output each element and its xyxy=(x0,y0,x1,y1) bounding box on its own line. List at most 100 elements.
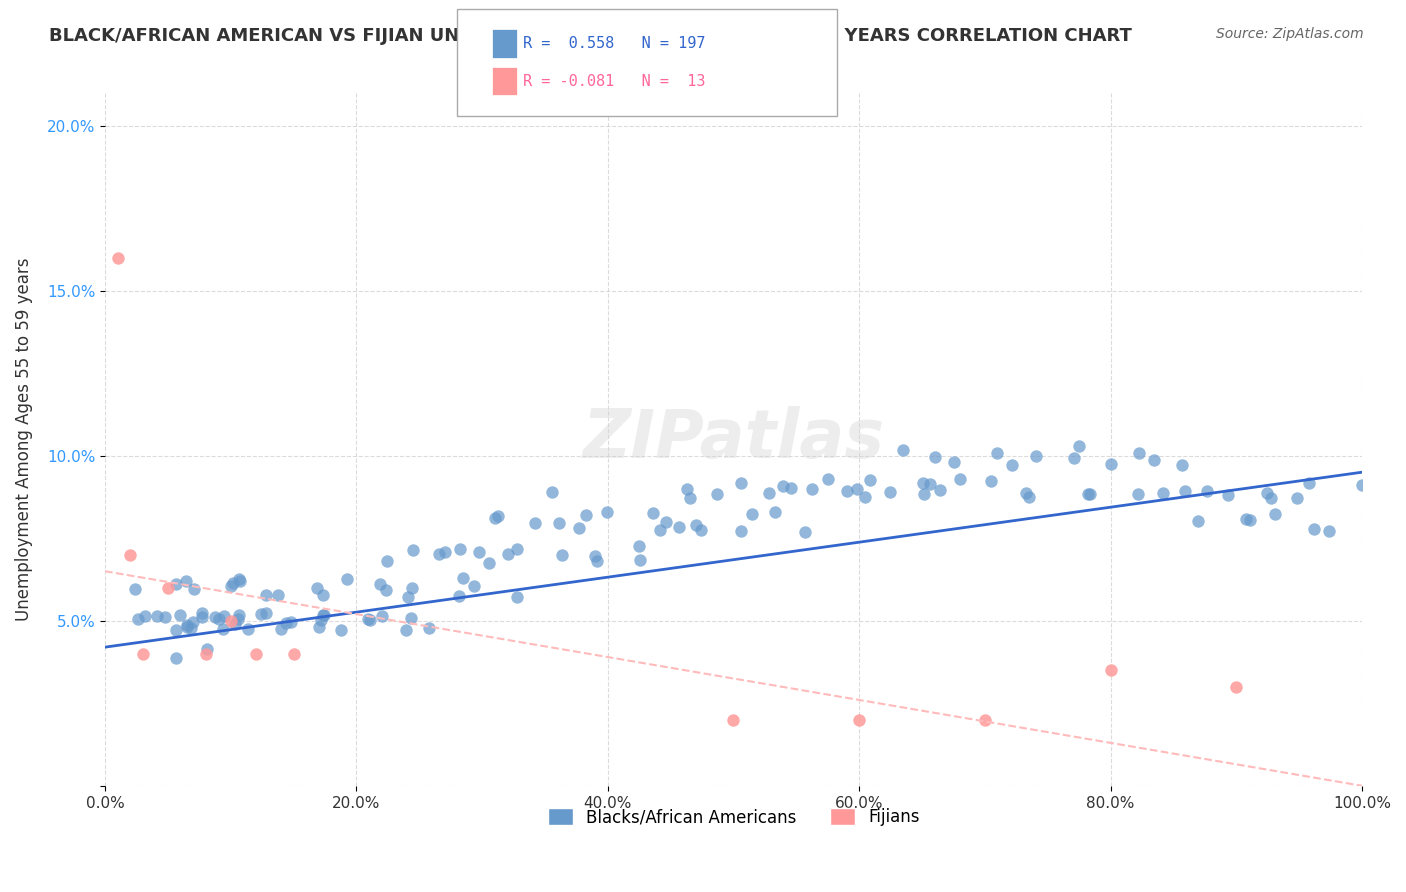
Point xyxy=(1216,488,1239,502)
Point xyxy=(254,588,277,602)
Point xyxy=(427,547,450,561)
Point xyxy=(1302,522,1324,536)
Point xyxy=(1171,458,1194,473)
Point xyxy=(685,518,707,533)
Point xyxy=(165,651,187,665)
Point xyxy=(524,516,547,531)
Point xyxy=(401,581,423,595)
Point xyxy=(221,579,243,593)
Point xyxy=(433,544,456,558)
Point xyxy=(1063,451,1085,466)
Point xyxy=(486,508,509,523)
Point xyxy=(249,607,271,621)
Point xyxy=(156,581,179,595)
Text: R = -0.081   N =  13: R = -0.081 N = 13 xyxy=(523,74,706,88)
Point xyxy=(920,477,942,491)
Point xyxy=(586,554,609,568)
Point xyxy=(679,491,702,505)
Point xyxy=(949,472,972,486)
Point xyxy=(402,542,425,557)
Point xyxy=(222,575,245,590)
Point xyxy=(267,588,290,602)
Point xyxy=(1317,524,1340,538)
Point xyxy=(195,641,218,656)
Point xyxy=(891,442,914,457)
Point xyxy=(228,572,250,586)
Point xyxy=(449,542,471,557)
Point xyxy=(228,607,250,622)
Point xyxy=(986,446,1008,460)
Point xyxy=(174,574,197,588)
Point xyxy=(1298,476,1320,491)
Point xyxy=(309,613,332,627)
Point xyxy=(506,541,529,556)
Point xyxy=(723,713,745,727)
Point xyxy=(1239,513,1261,527)
Point xyxy=(190,606,212,620)
Point xyxy=(194,647,217,661)
Point xyxy=(758,485,780,500)
Point xyxy=(794,524,817,539)
Point xyxy=(1018,490,1040,504)
Point xyxy=(1077,487,1099,501)
Point xyxy=(1099,457,1122,471)
Point xyxy=(229,574,252,589)
Point xyxy=(1078,487,1101,501)
Point xyxy=(190,610,212,624)
Point xyxy=(165,623,187,637)
Point xyxy=(741,507,763,521)
Point xyxy=(641,507,664,521)
Point xyxy=(131,647,153,661)
Point xyxy=(1351,477,1374,491)
Point xyxy=(226,612,249,626)
Point xyxy=(124,582,146,596)
Point xyxy=(1264,507,1286,521)
Point xyxy=(690,523,713,537)
Point xyxy=(730,524,752,538)
Point xyxy=(254,606,277,620)
Point xyxy=(169,608,191,623)
Point xyxy=(280,615,302,630)
Point xyxy=(772,479,794,493)
Point xyxy=(567,521,589,535)
Point xyxy=(596,505,619,519)
Point xyxy=(181,615,204,629)
Point xyxy=(1225,680,1247,694)
Text: R =  0.558   N = 197: R = 0.558 N = 197 xyxy=(523,37,706,51)
Point xyxy=(1128,446,1150,460)
Point xyxy=(329,624,352,638)
Point xyxy=(1014,486,1036,500)
Point xyxy=(1234,512,1257,526)
Point xyxy=(943,455,966,469)
Point xyxy=(374,583,396,598)
Point xyxy=(312,588,335,602)
Point xyxy=(924,450,946,464)
Point xyxy=(848,713,870,727)
Point xyxy=(212,608,235,623)
Point xyxy=(583,549,606,564)
Text: BLACK/AFRICAN AMERICAN VS FIJIAN UNEMPLOYMENT AMONG AGES 55 TO 59 YEARS CORRELAT: BLACK/AFRICAN AMERICAN VS FIJIAN UNEMPLO… xyxy=(49,27,1132,45)
Point xyxy=(551,548,574,562)
Point xyxy=(1025,449,1047,463)
Point xyxy=(371,609,394,624)
Point xyxy=(314,607,336,622)
Point xyxy=(396,590,419,604)
Point xyxy=(375,553,398,567)
Point xyxy=(308,620,330,634)
Point xyxy=(463,579,485,593)
Point xyxy=(245,647,267,661)
Point xyxy=(1128,487,1150,501)
Point xyxy=(548,516,571,531)
Point xyxy=(1152,486,1174,500)
Point xyxy=(655,516,678,530)
Point xyxy=(1187,514,1209,528)
Point xyxy=(212,622,235,636)
Point xyxy=(120,548,142,562)
Point xyxy=(468,544,491,558)
Text: Source: ZipAtlas.com: Source: ZipAtlas.com xyxy=(1216,27,1364,41)
Point xyxy=(1067,439,1090,453)
Point xyxy=(283,647,305,661)
Point xyxy=(236,622,259,636)
Point xyxy=(837,484,859,499)
Point xyxy=(1001,458,1024,472)
